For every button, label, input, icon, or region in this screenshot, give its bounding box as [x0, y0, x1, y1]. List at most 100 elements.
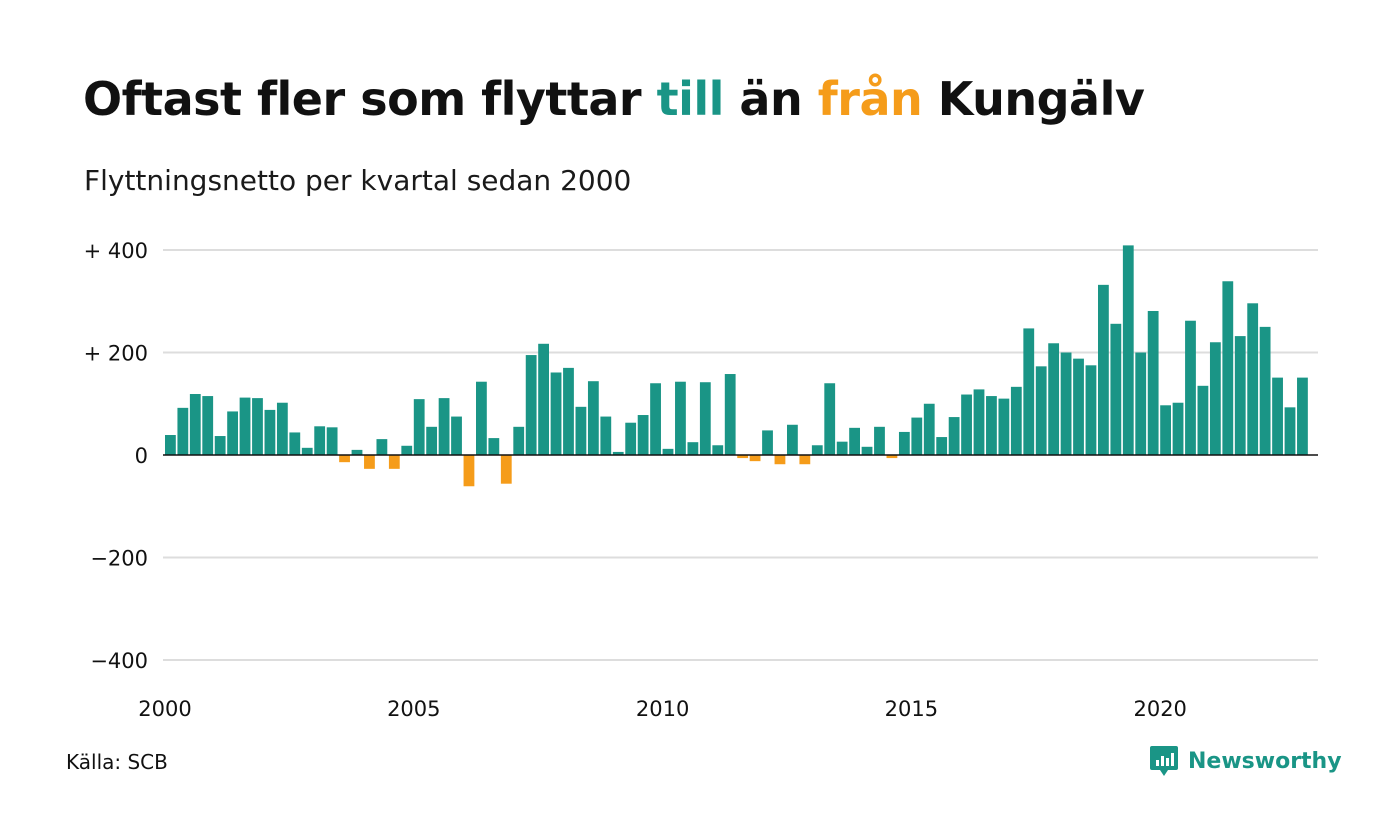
bar: [438, 398, 450, 455]
bar: [451, 416, 462, 455]
bar: [687, 442, 699, 455]
bar: [874, 426, 885, 455]
bar: [1284, 407, 1296, 455]
bar: [749, 455, 761, 462]
bar: [886, 455, 898, 459]
bar: [637, 415, 649, 455]
bar: [1222, 281, 1234, 455]
bar: [364, 455, 375, 469]
title-part-5: Kungälv: [922, 72, 1145, 126]
bar: [525, 355, 537, 455]
bar: [836, 441, 848, 455]
bar: [625, 422, 637, 455]
bar-chart: + 400 + 200 0 −200 −400 2000 2005 2010 2015 2020: [84, 239, 1318, 721]
bar: [811, 445, 823, 455]
bar: [351, 449, 363, 455]
bar: [1172, 402, 1184, 455]
bar: [388, 455, 400, 469]
bar: [426, 426, 438, 455]
bar: [1122, 245, 1134, 455]
bar: [314, 426, 326, 455]
bar: [662, 448, 674, 455]
bar: [898, 431, 910, 455]
bar: [563, 367, 574, 455]
bar: [1297, 377, 1308, 455]
title-part-1: Oftast fler som flyttar: [83, 72, 657, 126]
y-tick-label: + 400: [84, 239, 148, 263]
bar: [189, 394, 201, 455]
bar: [1272, 377, 1283, 455]
brand-logo: Newsworthy: [1148, 744, 1342, 778]
bar: [650, 383, 661, 455]
bar: [1098, 284, 1109, 455]
bar: [252, 398, 263, 455]
newsworthy-chart-bubble-icon: [1150, 746, 1178, 776]
bar: [339, 455, 350, 463]
title-part-fran: från: [817, 72, 923, 126]
bar: [724, 374, 736, 455]
bar: [476, 381, 487, 455]
bar: [1197, 385, 1209, 455]
bar: [264, 409, 276, 455]
bar: [600, 416, 612, 455]
bar: [1073, 358, 1084, 455]
bar: [1185, 320, 1196, 455]
bar: [239, 397, 251, 455]
y-tick-label: 0: [135, 444, 148, 468]
bar: [289, 432, 301, 455]
bars: [165, 245, 1308, 487]
bar: [1110, 323, 1122, 455]
bar: [1023, 328, 1035, 455]
brand-name: Newsworthy: [1188, 748, 1342, 774]
bar: [1247, 303, 1259, 455]
bar: [1010, 386, 1022, 455]
bar: [1135, 352, 1147, 455]
bar: [1160, 405, 1171, 455]
title-part-3: än: [723, 72, 818, 126]
bar: [214, 436, 226, 455]
bar: [737, 455, 749, 459]
x-tick-label: 2010: [636, 697, 689, 721]
bar: [550, 372, 562, 455]
bar: [948, 417, 960, 455]
title-part-till: till: [656, 72, 725, 126]
bar: [1147, 310, 1159, 455]
bar: [923, 403, 935, 455]
bar: [1048, 343, 1060, 455]
bar: [463, 455, 475, 487]
bar: [973, 389, 985, 455]
bar: [1085, 365, 1097, 455]
bar: [712, 445, 724, 455]
bar: [513, 426, 525, 455]
bar: [936, 437, 948, 455]
bar: [165, 435, 176, 455]
bar: [538, 343, 549, 455]
bar: [1259, 326, 1271, 455]
bar: [276, 402, 288, 455]
chart-subtitle: Flyttningsnetto per kvartal sedan 2000: [84, 164, 632, 197]
x-tick-labels: 2000 2005 2010 2015 2020: [138, 697, 1187, 721]
bar: [587, 381, 599, 455]
bar: [861, 446, 873, 455]
bar: [699, 382, 711, 455]
bar: [413, 399, 425, 455]
bar: [849, 427, 860, 455]
bar: [202, 396, 214, 455]
y-tick-label: + 200: [84, 342, 148, 366]
y-tick-labels: + 400 + 200 0 −200 −400: [84, 239, 148, 673]
bar: [675, 381, 686, 455]
bar: [227, 411, 238, 455]
bar: [612, 451, 624, 455]
bar: [401, 445, 413, 455]
bar: [774, 455, 786, 465]
bar: [911, 417, 923, 455]
x-tick-label: 2015: [885, 697, 938, 721]
bar: [824, 383, 836, 455]
bar: [326, 427, 338, 455]
bar: [376, 439, 388, 455]
bar: [1234, 336, 1246, 455]
bar: [799, 455, 811, 465]
bar: [177, 407, 189, 455]
bar: [575, 406, 587, 455]
bar: [301, 447, 313, 455]
